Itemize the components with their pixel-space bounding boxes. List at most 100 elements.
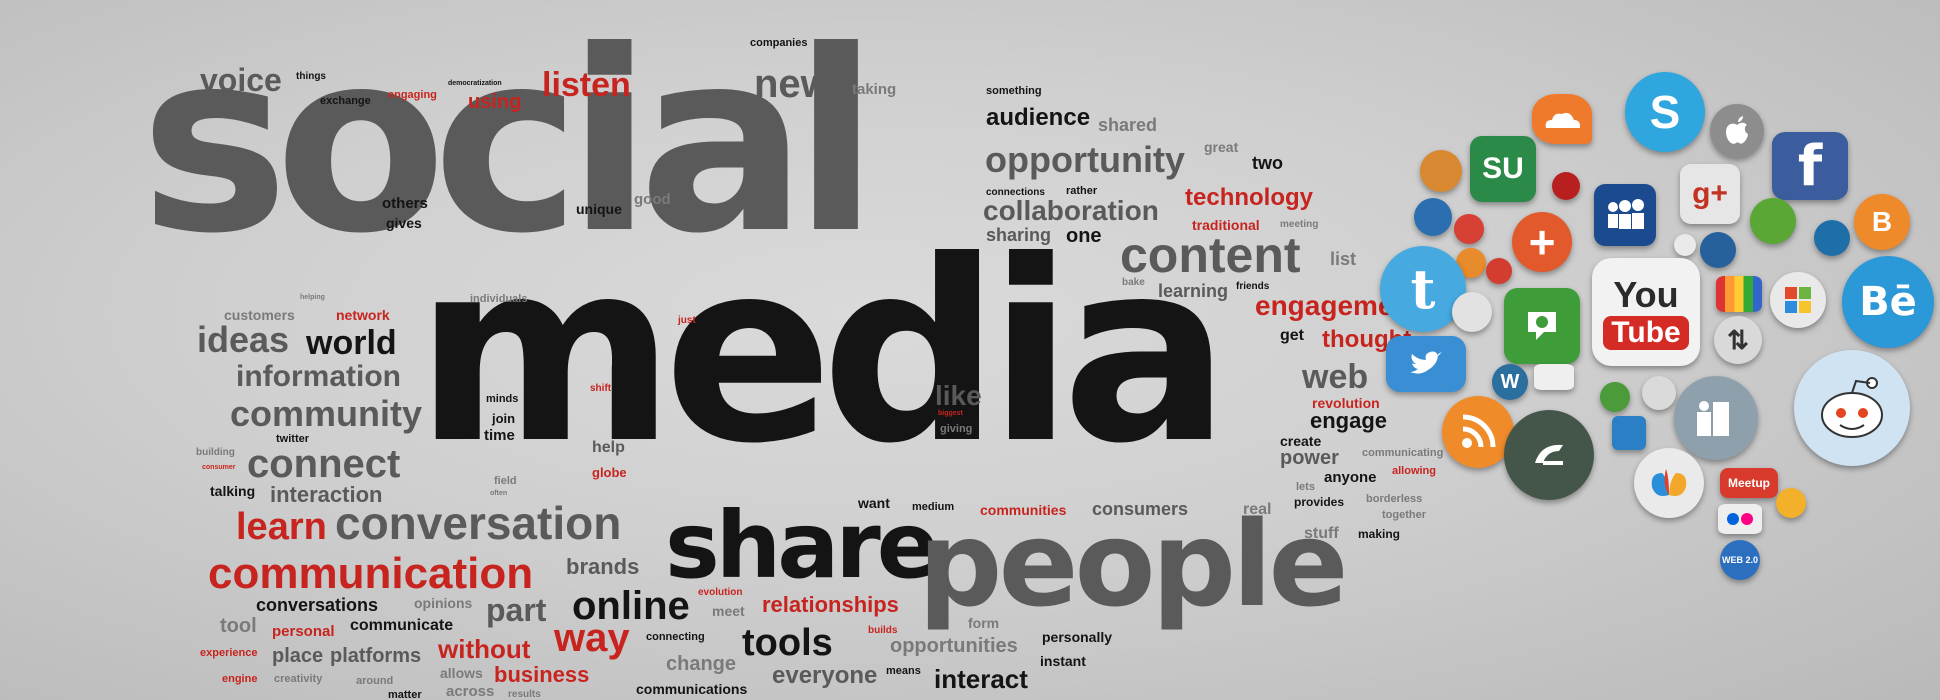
- word-business: business: [494, 662, 590, 687]
- word-want: want: [858, 495, 890, 511]
- word-communities: communities: [980, 502, 1067, 518]
- word-medium: medium: [912, 501, 955, 513]
- word-learn: learn: [236, 506, 327, 548]
- word-allowing: allowing: [1392, 465, 1436, 477]
- word-customers: customers: [224, 307, 295, 323]
- word-web: web: [1302, 358, 1369, 396]
- word-real: real: [1243, 501, 1272, 518]
- blogger-letter: B: [1871, 206, 1893, 237]
- word-communication: communication: [208, 549, 534, 598]
- deviantart-icon: [1504, 410, 1594, 500]
- word-help: help: [592, 439, 625, 456]
- word-consumers: consumers: [1092, 499, 1189, 519]
- word-communicate: communicate: [350, 617, 454, 634]
- behance-icon: Bē: [1842, 256, 1934, 348]
- word-provides: provides: [1294, 495, 1345, 509]
- digg-icon: [1700, 232, 1736, 268]
- word-democratization: democratization: [448, 80, 502, 87]
- word-rather: rather: [1066, 185, 1098, 197]
- word-engage: engage: [1310, 408, 1388, 433]
- word-tool: tool: [220, 615, 257, 637]
- word-connecting: connecting: [646, 631, 705, 643]
- pin-icon: [1452, 292, 1492, 332]
- word-brands: brands: [566, 554, 640, 579]
- word-taking: taking: [852, 81, 897, 98]
- word-great: great: [1204, 139, 1239, 155]
- word-list: list: [1330, 249, 1357, 269]
- word-often: often: [490, 490, 508, 497]
- word-opportunity: opportunity: [985, 139, 1185, 180]
- word-information: information: [236, 360, 401, 393]
- retweet-icon: ⇅: [1714, 316, 1762, 364]
- word-technology: technology: [1185, 184, 1314, 211]
- word-creativity: creativity: [274, 673, 323, 685]
- mail-icon: [1534, 364, 1574, 390]
- word-change: change: [666, 653, 737, 675]
- word-people: people: [918, 495, 1349, 633]
- twitter-icon: t: [1380, 246, 1466, 332]
- word-engine: engine: [222, 673, 258, 685]
- word-place: place: [272, 645, 324, 667]
- stumbleupon-icon: SU: [1470, 136, 1536, 202]
- word-listen: listen: [542, 66, 631, 104]
- word-connections: connections: [986, 187, 1045, 198]
- word-biggest: biggest: [938, 410, 963, 417]
- word-shared: shared: [1098, 115, 1158, 135]
- word-personally: personally: [1042, 629, 1113, 645]
- word-sharing: sharing: [986, 225, 1052, 245]
- word-good: good: [634, 191, 671, 208]
- drupal-icon: [1814, 220, 1850, 256]
- group-icon: [1674, 376, 1758, 460]
- word-just: just: [678, 315, 696, 326]
- word-using: using: [468, 91, 522, 113]
- word-interaction: interaction: [270, 482, 383, 507]
- msn-icon: [1634, 448, 1704, 518]
- word-join: join: [492, 411, 516, 426]
- share-icon: [1600, 382, 1630, 412]
- yahoo-icon: [1454, 214, 1484, 244]
- word-personal: personal: [272, 623, 335, 640]
- word-ideas: ideas: [197, 319, 290, 360]
- word-without: without: [438, 634, 531, 664]
- word-everyone: everyone: [772, 662, 878, 689]
- word-communications: communications: [636, 681, 748, 697]
- word-meeting: meeting: [1280, 219, 1319, 230]
- word-traditional: traditional: [1192, 217, 1260, 233]
- evernote-icon: [1750, 198, 1796, 244]
- reddit-icon: [1794, 350, 1910, 466]
- word-companies: companies: [750, 37, 808, 49]
- word-together: together: [1382, 509, 1426, 521]
- word-giving: giving: [940, 423, 973, 435]
- word-engaging: engaging: [388, 89, 437, 101]
- word-individuals: individuals: [470, 293, 528, 305]
- youtube-bottom-text: Tube: [1603, 316, 1689, 350]
- word-way: way: [554, 616, 630, 660]
- word-stuff: stuff: [1304, 525, 1339, 542]
- word-world: world: [306, 324, 397, 362]
- word-something: something: [986, 85, 1042, 97]
- word-relationships: relationships: [762, 592, 899, 617]
- plus-letter: +: [1528, 216, 1556, 268]
- technorati-icon: [1504, 288, 1580, 364]
- word-builds: builds: [868, 625, 898, 636]
- word-create: create: [1280, 433, 1322, 449]
- word-collaboration: collaboration: [983, 195, 1159, 226]
- word-conversations: conversations: [256, 595, 379, 615]
- plus-icon: +: [1512, 212, 1572, 272]
- word-like: like: [935, 380, 982, 411]
- word-field: field: [494, 475, 517, 487]
- word-content: content: [1120, 227, 1301, 283]
- word-learning: learning: [1158, 281, 1229, 301]
- youtube-icon: You Tube: [1592, 258, 1700, 366]
- word-time: time: [484, 427, 515, 444]
- myspace-icon: [1594, 184, 1656, 246]
- word-online: online: [572, 584, 690, 628]
- word-building: building: [196, 447, 235, 458]
- word-platforms: platforms: [330, 645, 422, 667]
- retweet-glyph: ⇅: [1727, 324, 1749, 355]
- word-tools: tools: [742, 622, 833, 664]
- bubble-icon: [1674, 234, 1696, 256]
- facebook-icon: f: [1772, 132, 1848, 200]
- meetup-icon: Meetup: [1720, 468, 1778, 498]
- word-shift: shift: [590, 383, 612, 394]
